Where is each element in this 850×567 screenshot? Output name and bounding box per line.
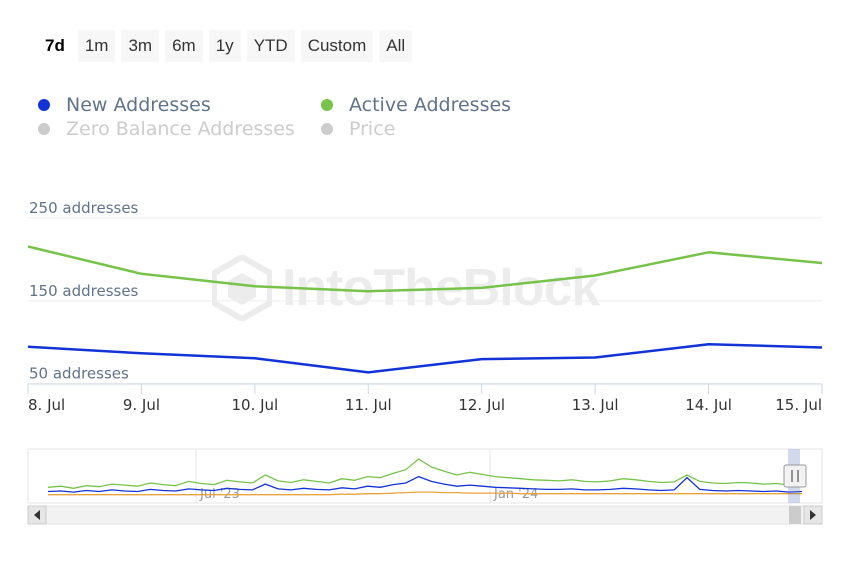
x-tick-label: 11. Jul (345, 396, 392, 414)
legend-item-new-addresses[interactable]: New Addresses (38, 94, 211, 116)
navigator-handle[interactable] (783, 464, 807, 488)
y-tick-label: 150 addresses (29, 282, 139, 300)
x-tick-label: 14. Jul (685, 396, 732, 414)
legend-label: Active Addresses (349, 94, 512, 116)
series-line-active-addresses (27, 245, 823, 293)
legend-label: Zero Balance Addresses (66, 118, 295, 140)
navigator-series-active-addresses (47, 458, 803, 489)
plot-area (27, 245, 823, 374)
navigator-series-new-addresses (47, 475, 803, 493)
legend-dot-icon (38, 123, 50, 135)
legend-dot-icon (321, 99, 333, 111)
x-axis: 8. Jul 9. Jul 10. Jul 11. Jul 12. Jul 13. Jul… (27, 383, 823, 414)
legend-item-active-addresses[interactable]: Active Addresses (321, 94, 511, 116)
range-button-1m[interactable]: 1m (77, 30, 116, 62)
legend-dot-icon (321, 123, 333, 135)
navigator-handle-box[interactable] (783, 464, 807, 488)
series-line-new-addresses (27, 342, 823, 374)
range-button-6m[interactable]: 6m (165, 30, 203, 62)
range-button-7d[interactable]: 7d (38, 30, 72, 62)
grid-lines (28, 217, 822, 385)
legend-label: New Addresses (66, 94, 211, 116)
range-button-all[interactable]: All (379, 30, 413, 62)
range-button-1y[interactable]: 1y (208, 30, 241, 62)
navigator[interactable]: Jul '23 Jan '24 (27, 448, 823, 504)
legend-item-zero-balance-addresses[interactable]: Zero Balance Addresses (38, 118, 295, 140)
x-tick-label: 10. Jul (231, 396, 278, 414)
range-button-ytd[interactable]: YTD (246, 30, 295, 62)
scrollbar[interactable] (27, 505, 823, 525)
range-button-3m[interactable]: 3m (121, 30, 160, 62)
navigator-series-price (48, 491, 802, 496)
legend-item-price[interactable]: Price (321, 118, 395, 140)
legend-label: Price (349, 118, 396, 140)
x-tick-label: 13. Jul (572, 396, 619, 414)
y-tick-label: 50 addresses (29, 365, 129, 383)
x-tick-label: 8. Jul (28, 396, 65, 414)
arrow-right-icon (810, 510, 816, 520)
legend-dot-icon (38, 99, 50, 111)
x-tick-label: 9. Jul (123, 396, 160, 414)
x-tick-label: 12. Jul (458, 396, 505, 414)
range-selector: 7d 1m 3m 6m 1y YTD Custom All (38, 30, 413, 62)
scrollbar-thumb[interactable] (789, 506, 801, 524)
range-button-custom[interactable]: Custom (300, 30, 374, 62)
y-tick-label: 250 addresses (29, 199, 139, 217)
arrow-left-icon (34, 510, 40, 520)
y-axis: 250 addresses 150 addresses 50 addresses (29, 199, 139, 383)
navigator-label: Jan '24 (493, 487, 538, 502)
scrollbar-track[interactable] (27, 505, 823, 525)
x-tick-label: 15. Jul (775, 396, 822, 414)
